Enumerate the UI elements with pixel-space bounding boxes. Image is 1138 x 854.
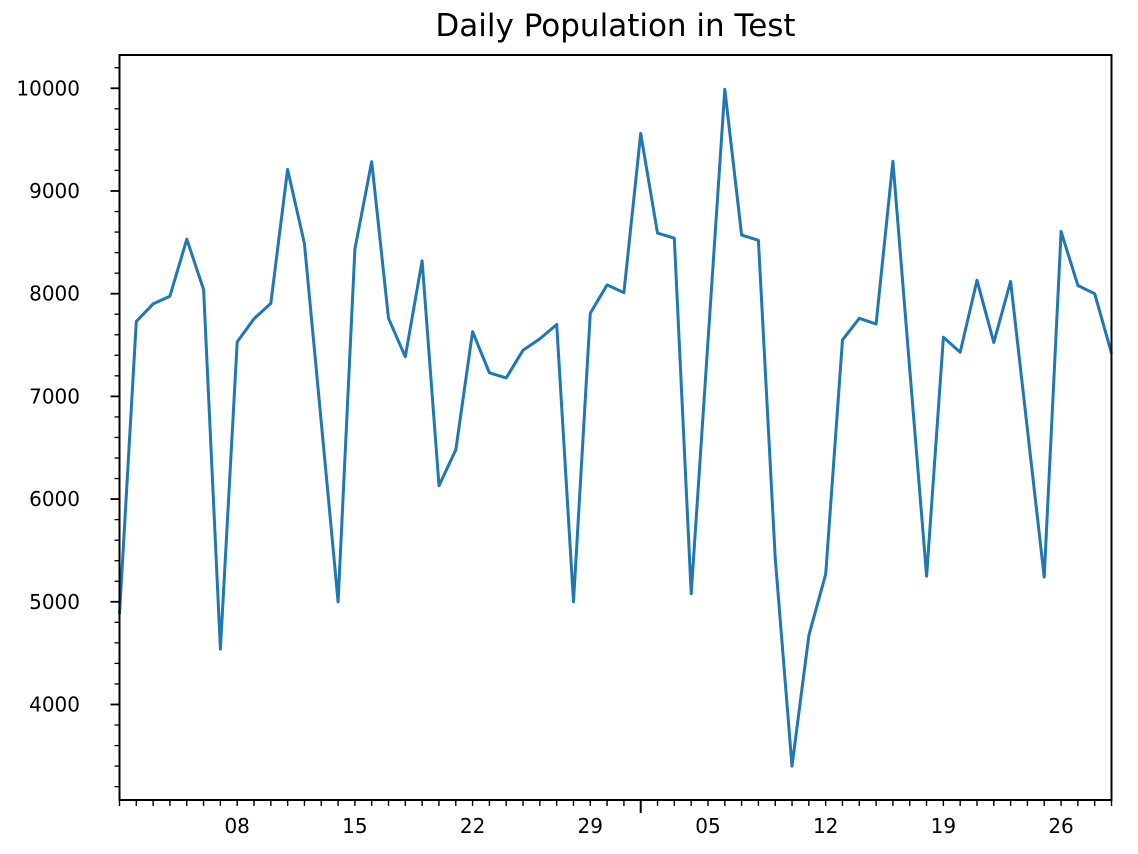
x-tick-label: 12 xyxy=(813,814,838,838)
y-tick-label: 5000 xyxy=(29,590,80,614)
x-axis-ticks: 08 15 22 29 05 12 19 26 xyxy=(118,800,1113,838)
y-tick-label: 4000 xyxy=(29,692,80,716)
y-tick-label: 6000 xyxy=(29,487,80,511)
x-tick-label: 26 xyxy=(1048,814,1073,838)
y-axis-ticks: 4000 5000 6000 7000 8000 9000 10000 xyxy=(16,67,120,788)
y-tick-label: 7000 xyxy=(29,384,80,408)
x-tick-label: 15 xyxy=(342,814,367,838)
plot-frame xyxy=(118,54,1113,801)
y-tick-label: 9000 xyxy=(29,179,80,203)
y-tick-label: 10000 xyxy=(16,76,80,100)
x-tick-label: 08 xyxy=(224,814,249,838)
x-tick-label: 29 xyxy=(578,814,603,838)
y-tick-label: 8000 xyxy=(29,282,80,306)
x-tick-label: 19 xyxy=(931,814,956,838)
population-series-line xyxy=(118,87,1113,768)
x-tick-label: 05 xyxy=(695,814,720,838)
x-tick-label: 22 xyxy=(460,814,485,838)
chart-title: Daily Population in Test xyxy=(435,8,795,44)
